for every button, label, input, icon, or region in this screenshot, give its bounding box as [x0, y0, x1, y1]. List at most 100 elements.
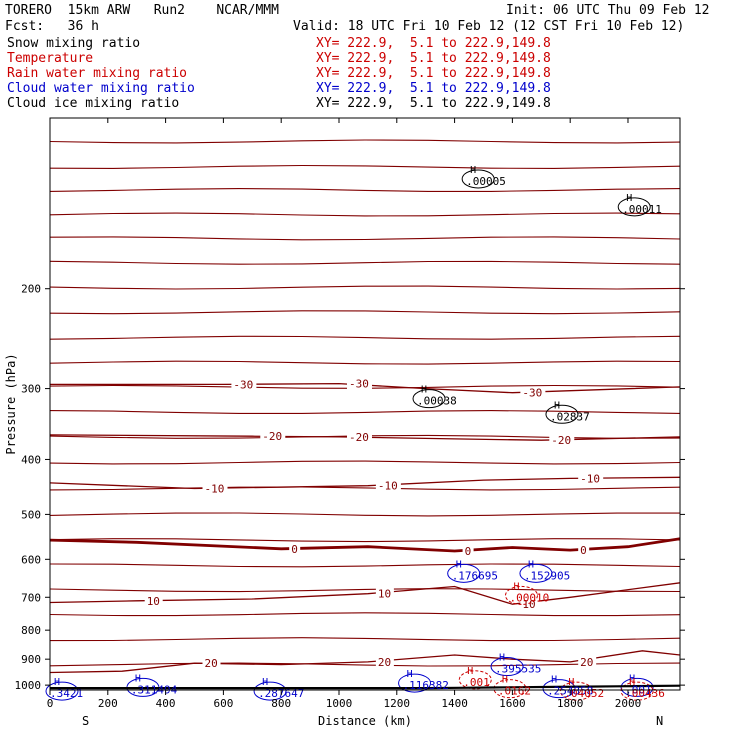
high-value: .02837	[550, 410, 590, 423]
plot-frame	[49, 117, 681, 691]
hydrometeor-contour	[545, 404, 579, 424]
isotherm-line	[49, 164, 681, 169]
hydrometeor-contour	[504, 585, 538, 605]
field-cloud-ice-xy: XY= 222.9, 5.1 to 222.9,149.8	[316, 96, 551, 111]
contour-label-bg	[231, 378, 257, 391]
field-rain-label: Rain water mixing ratio	[7, 66, 188, 81]
x-tick-label: 1200	[384, 697, 411, 710]
hydrometeor-contour	[461, 169, 495, 189]
high-value: .395535	[495, 663, 541, 676]
high-marker: H	[467, 666, 473, 677]
hydrometeor-contour	[458, 670, 492, 690]
y-tick-label: 800	[21, 624, 41, 637]
temperature-contour-label: 0	[465, 545, 472, 558]
isotherm-line	[49, 612, 681, 617]
temperature-contour-label: -20	[551, 434, 571, 447]
isotherm-line	[49, 310, 681, 315]
y-tick-label: 500	[21, 508, 41, 521]
high-marker: H	[421, 385, 427, 396]
field-cloud-water-label: Cloud water mixing ratio	[7, 81, 195, 96]
hydrometeor-contour	[490, 657, 524, 677]
hydrometeor-contour	[519, 563, 553, 583]
high-value: .00005	[466, 175, 506, 188]
hydrometeor-contour	[542, 679, 576, 699]
temperature-contour-label: 20	[204, 657, 217, 670]
x-tick-label: 1600	[499, 697, 526, 710]
high-marker: H	[568, 677, 574, 688]
isotherm-line	[49, 662, 681, 667]
temperature-contour-label: 0	[291, 543, 298, 556]
x-tick-label: 2000	[615, 697, 642, 710]
contour-label-bg	[202, 657, 221, 670]
high-marker: H	[554, 400, 560, 411]
contour-label-bg	[462, 544, 474, 557]
high-marker: H	[626, 193, 632, 204]
end-label-south: S	[82, 714, 89, 728]
isotherm-line	[49, 260, 681, 265]
temperature-contour-label: -30	[522, 387, 542, 400]
contour-label-bg	[375, 655, 394, 668]
y-tick-label: 1000	[15, 679, 42, 692]
field-snow-xy: XY= 222.9, 5.1 to 222.9,149.8	[316, 36, 551, 51]
contour-label-bg	[549, 434, 575, 447]
high-value: .00011	[622, 203, 662, 216]
contour-label-bg	[578, 655, 597, 668]
end-label-north: N	[656, 714, 663, 728]
isotherm-line	[49, 139, 681, 144]
temperature-contour-label: 10	[147, 595, 160, 608]
temperature-contour-label: 0	[580, 544, 587, 557]
high-value: .001	[463, 676, 490, 689]
high-marker: H	[262, 677, 268, 688]
temperature-contour-0	[49, 537, 681, 553]
x-tick-label: 600	[213, 697, 233, 710]
temperature-contour-label: -10	[204, 482, 224, 495]
temperature-contour-label: 20	[378, 656, 391, 669]
contour-label-bg	[375, 479, 401, 492]
hydrometeor-contour	[620, 677, 654, 697]
isotherm-line	[49, 410, 681, 414]
isotherm-line	[49, 538, 681, 543]
isotherm-line	[49, 188, 681, 192]
x-tick-label: 1400	[441, 697, 468, 710]
hydrometeor-contour	[398, 673, 432, 693]
temperature-contour-label: 10	[522, 598, 535, 611]
hydrometeor-contour	[447, 563, 481, 583]
contour-label-bg	[260, 430, 286, 443]
high-value: .152905	[524, 569, 570, 582]
isotherm-line	[49, 637, 681, 642]
y-tick-label: 900	[21, 653, 41, 666]
high-marker: H	[629, 673, 635, 684]
hydrometeor-contour	[45, 681, 79, 701]
temperature-contour-label: -20	[262, 430, 282, 443]
contour-label-bg	[578, 544, 590, 557]
x-tick-label: 0	[47, 697, 54, 710]
y-axis-title: Pressure (hPa)	[4, 353, 18, 454]
contour-label-bg	[346, 377, 372, 390]
temperature-contour-label: -10	[378, 480, 398, 493]
field-temperature-label: Temperature	[7, 51, 94, 66]
isotherm-line	[49, 486, 681, 491]
isotherm-line	[49, 360, 681, 365]
x-tick-label: 400	[156, 697, 176, 710]
high-value: .3421	[50, 687, 83, 700]
high-marker: H	[470, 165, 476, 176]
field-cloud-water-xy: XY= 222.9, 5.1 to 222.9,149.8	[316, 81, 551, 96]
high-value: .00010	[509, 591, 549, 604]
chart-title: TORERO 15km ARW Run2 NCAR/MMM	[5, 3, 279, 18]
high-marker: H	[528, 559, 534, 570]
hydrometeor-contour	[559, 681, 593, 701]
temperature-contour-10	[49, 582, 681, 605]
isotherm-line	[49, 563, 681, 568]
hydrometeor-contour	[253, 681, 287, 701]
high-value: .176695	[452, 569, 498, 582]
high-value: .116382	[403, 679, 449, 692]
high-marker: H	[513, 581, 519, 592]
temperature-contour-label: -10	[580, 472, 600, 485]
high-marker: H	[551, 675, 557, 686]
contour-label-bg	[202, 482, 228, 495]
y-tick-label: 600	[21, 553, 41, 566]
temperature-contour-label: 20	[580, 656, 593, 669]
field-rain-xy: XY= 222.9, 5.1 to 222.9,149.8	[316, 66, 551, 81]
high-marker: H	[407, 669, 413, 680]
